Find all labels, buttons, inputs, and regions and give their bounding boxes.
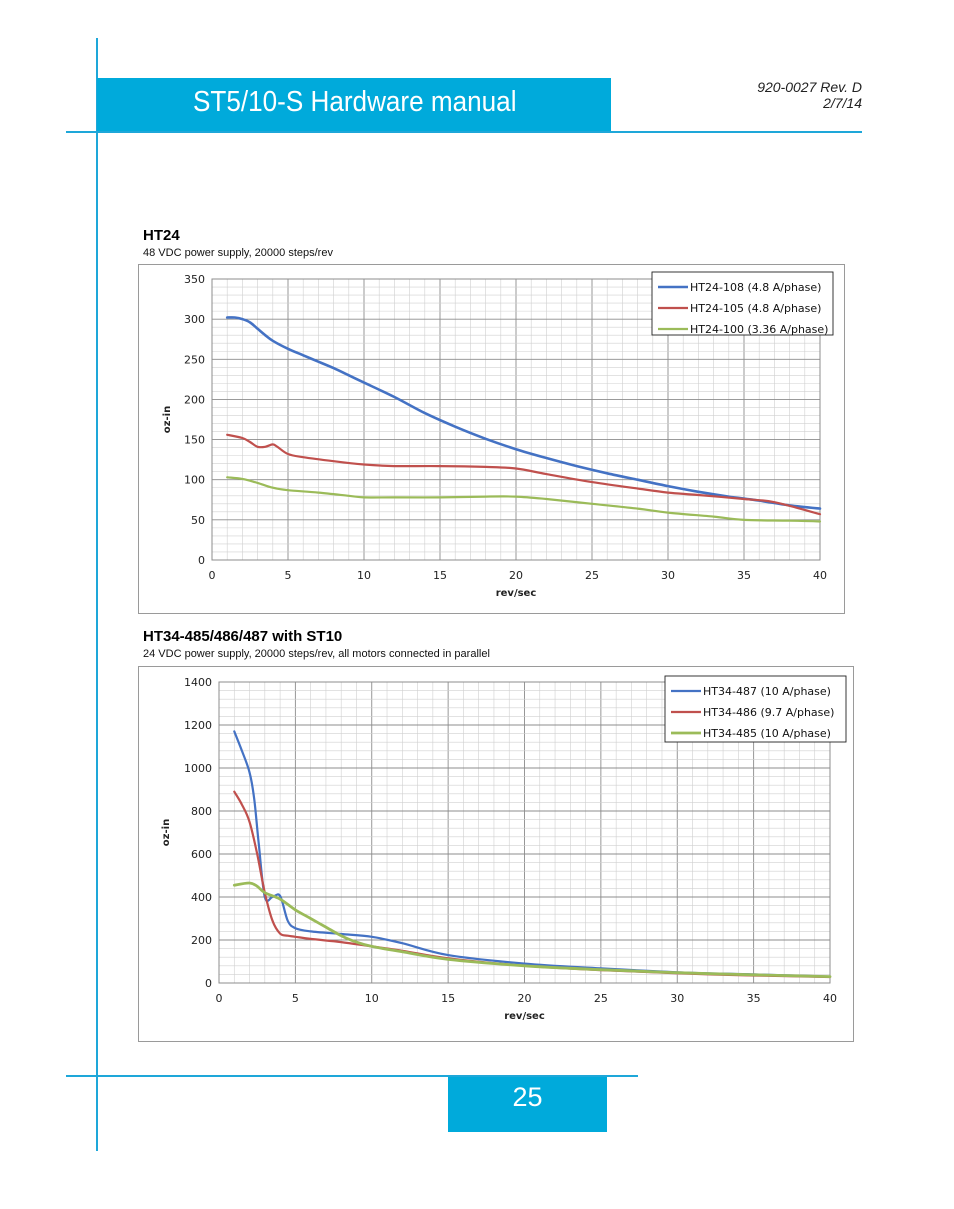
- chart2-frame: 0 5 10 15 20 25 30 35 40 0 200 400 600 800 1000 1200 140…: [138, 666, 854, 1042]
- y-axis-label: oz-in: [161, 819, 172, 846]
- legend-entry: HT34-487 (10 A/phase): [703, 685, 831, 698]
- legend-entry: HT24-100 (3.36 A/phase): [690, 323, 828, 336]
- x-tick-label: 20: [518, 992, 532, 1005]
- ht34-torque-chart: 0 5 10 15 20 25 30 35 40020040060080010001200140…: [161, 675, 847, 1022]
- x-tick-label: 25: [594, 992, 608, 1005]
- y-tick-label: 1400: [184, 676, 212, 689]
- legend: HT34-487 (10 A/phase) HT34-486 (9.7 A/pha…: [664, 675, 847, 743]
- x-tick-label: 20: [509, 569, 523, 582]
- y-tick-label: 150: [184, 434, 205, 447]
- x-tick-label: 35: [737, 569, 751, 582]
- x-tick-label: 0: [209, 569, 216, 582]
- legend-entry: HT24-105 (4.8 A/phase): [690, 302, 821, 315]
- x-tick-label: 35: [747, 992, 761, 1005]
- document-date: 2/7/14: [823, 95, 862, 111]
- ht24-torque-chart: 0 5 10 15 20 25 30 35 40 0 50 100 150 200 250 300 350 rev…: [162, 271, 834, 599]
- legend-entry: HT34-485 (10 A/phase): [703, 727, 831, 740]
- x-tick-label: 30: [670, 992, 684, 1005]
- x-tick-label: 15: [433, 569, 447, 582]
- page-title: ST5/10-S Hardware manual: [193, 86, 517, 118]
- x-axis-label: rev/sec: [496, 588, 537, 599]
- plot-area: [211, 278, 821, 561]
- x-tick-label: 25: [585, 569, 599, 582]
- title-banner: [97, 78, 611, 132]
- y-tick-label: 0: [198, 554, 205, 567]
- header-rule: [66, 131, 862, 133]
- chart2-title: HT34-485/486/487 with ST10: [143, 628, 343, 645]
- series-line-2: [226, 433, 822, 516]
- plot-area: [218, 681, 831, 984]
- chart1-title: HT24: [143, 227, 180, 244]
- document-number: 920-0027 Rev. D: [757, 79, 862, 95]
- x-tick-label: 5: [285, 569, 292, 582]
- left-margin-rule: [96, 38, 98, 1151]
- document-info: 920-0027 Rev. D 2/7/14: [757, 79, 862, 111]
- y-tick-label: 1200: [184, 719, 212, 732]
- y-tick-label: 250: [184, 353, 205, 366]
- y-tick-label: 0: [205, 977, 212, 990]
- y-tick-label: 350: [184, 273, 205, 286]
- x-tick-label: 30: [661, 569, 675, 582]
- chart2-subtitle: 24 VDC power supply, 20000 steps/rev, al…: [143, 648, 490, 660]
- y-tick-label: 200: [191, 934, 212, 947]
- x-tick-label: 40: [823, 992, 837, 1005]
- y-axis-label: oz-in: [162, 406, 173, 433]
- series-line-3: [226, 476, 822, 523]
- legend-entry: HT24-108 (4.8 A/phase): [690, 281, 821, 294]
- series-line-3: [232, 881, 832, 978]
- legend-entry: HT34-486 (9.7 A/phase): [703, 706, 834, 719]
- x-tick-label: 0: [216, 992, 223, 1005]
- x-tick-label: 5: [292, 992, 299, 1005]
- y-tick-label: 400: [191, 891, 212, 904]
- y-tick-label: 200: [184, 393, 205, 406]
- chart1-subtitle: 48 VDC power supply, 20000 steps/rev: [143, 247, 333, 259]
- y-tick-label: 50: [191, 514, 205, 527]
- x-tick-label: 15: [441, 992, 455, 1005]
- x-tick-label: 10: [357, 569, 371, 582]
- series-line-1: [225, 316, 822, 510]
- footer-rule: [66, 1075, 638, 1077]
- y-tick-label: 300: [184, 313, 205, 326]
- legend-box: [651, 271, 834, 336]
- x-axis-label: rev/sec: [504, 1011, 545, 1022]
- y-tick-label: 600: [191, 848, 212, 861]
- chart1-frame: 0 5 10 15 20 25 30 35 40 0 50 100 150 200 250 300 350 rev…: [138, 264, 845, 614]
- legend: HT24-108 (4.8 A/phase) HT24-105 (4.8 A/ph…: [651, 271, 834, 336]
- x-tick-label: 40: [813, 569, 827, 582]
- y-tick-label: 800: [191, 805, 212, 818]
- legend-box: [664, 675, 847, 743]
- y-tick-label: 1000: [184, 762, 212, 775]
- page-number: 25: [448, 1077, 607, 1132]
- y-tick-label: 100: [184, 474, 205, 487]
- x-tick-label: 10: [365, 992, 379, 1005]
